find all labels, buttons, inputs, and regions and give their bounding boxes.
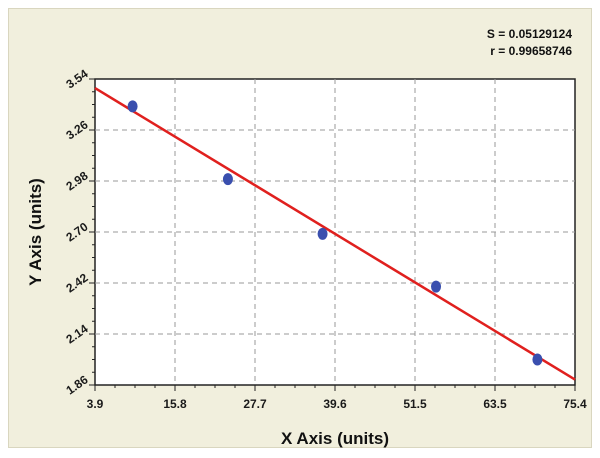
x-tick-label: 3.9 [87, 397, 104, 411]
y-tick-label: 3.54 [63, 66, 90, 91]
y-tick-label: 1.86 [63, 372, 90, 397]
y-tick-label: 3.26 [63, 117, 90, 142]
x-tick-label: 51.5 [403, 397, 427, 411]
axis-ticks: 3.9 15.8 27.7 39.6 51.5 63.5 75.4 1.86 2.14 2.42 2… [63, 66, 587, 411]
x-tick-label: 63.5 [483, 397, 507, 411]
y-tick-label: 2.70 [63, 219, 90, 244]
x-tick-label: 39.6 [323, 397, 347, 411]
y-tick-label: 2.42 [63, 270, 90, 295]
scatter-chart: 3.9 15.8 27.7 39.6 51.5 63.5 75.4 1.86 2.14 2.42 2… [26, 27, 587, 448]
x-tick-label: 27.7 [243, 397, 267, 411]
y-tick-label: 2.14 [63, 321, 90, 346]
data-point [317, 227, 328, 240]
fit-line [94, 87, 576, 381]
chart-frame: 3.9 15.8 27.7 39.6 51.5 63.5 75.4 1.86 2.14 2.42 2… [8, 8, 592, 448]
annotation-r: r = 0.99658746 [490, 44, 572, 58]
x-axis-title: X Axis (units) [281, 429, 389, 448]
data-point [127, 100, 138, 113]
data-point [431, 280, 442, 293]
x-tick-label: 75.4 [563, 397, 587, 411]
y-tick-label: 2.98 [63, 168, 90, 193]
data-points [127, 100, 543, 366]
grid-lines [95, 79, 575, 385]
data-point [222, 173, 233, 186]
fit-line-group [94, 87, 576, 381]
y-axis-title: Y Axis (units) [26, 178, 45, 286]
data-point [532, 353, 543, 366]
annotation-s: S = 0.05129124 [487, 27, 572, 41]
x-tick-label: 15.8 [163, 397, 187, 411]
